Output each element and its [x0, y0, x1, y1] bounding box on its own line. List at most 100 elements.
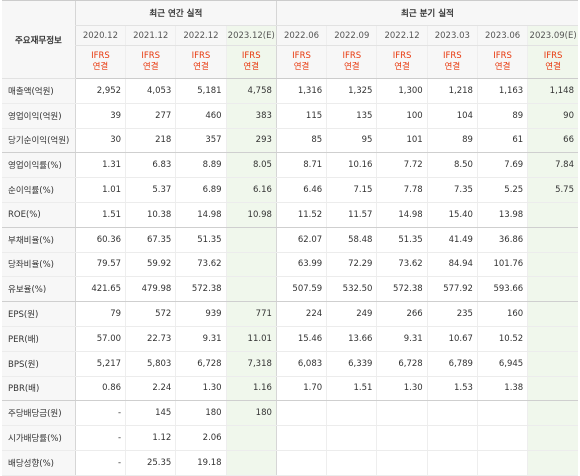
consolidated-label: 연결 — [293, 62, 310, 72]
table-cell: 62.07 — [275, 227, 327, 253]
table-cell — [527, 376, 578, 402]
table-cell: 104 — [426, 103, 478, 129]
consolidated-label: 연결 — [142, 62, 159, 72]
table-cell: 10.98 — [225, 202, 277, 228]
table-cell: 6,728 — [175, 351, 227, 377]
table-cell: 593.66 — [476, 276, 528, 303]
table-cell: 10.38 — [125, 202, 176, 228]
row-label: 시가배당률(%) — [2, 425, 76, 451]
table-cell: 577.92 — [426, 276, 478, 303]
table-cell: 1.53 — [426, 376, 478, 402]
consolidated-label: 연결 — [92, 62, 109, 72]
row-label: 순이익률(%) — [2, 177, 76, 203]
table-cell: 5.37 — [125, 177, 176, 203]
table-cell — [275, 450, 327, 476]
table-cell: 39 — [74, 103, 126, 129]
table-cell: 1,218 — [426, 78, 478, 104]
table-cell: 1,148 — [527, 78, 578, 104]
table-cell: - — [74, 400, 126, 427]
table-cell — [376, 425, 428, 451]
period-header: 2023.09(E) — [527, 25, 578, 46]
table-cell: 7.78 — [376, 177, 428, 203]
table-cell: 1.38 — [476, 376, 528, 402]
table-cell — [527, 252, 578, 278]
table-cell: 1.31 — [74, 152, 126, 179]
ifrs-label: IFRS — [392, 51, 412, 61]
table-cell: 9.31 — [376, 326, 428, 352]
table-cell — [225, 450, 277, 476]
table-row: 매출액(억원) 2,952 4,053 5,181 4,758 1,316 1,325 1,3… — [2, 78, 578, 104]
period-header: 2022.09 — [326, 25, 377, 46]
ifrs-label: IFRS — [342, 51, 362, 61]
table-cell: 19.18 — [175, 450, 227, 476]
table-cell: 7.35 — [426, 177, 478, 203]
table-cell: 15.46 — [275, 326, 327, 352]
table-cell — [225, 425, 277, 451]
row-label: PER(배) — [2, 326, 76, 352]
row-label: ROE(%) — [2, 202, 76, 228]
table-cell: 8.50 — [426, 152, 478, 179]
ifrs-basis-label: IFRS 연결 — [326, 45, 377, 79]
period-header: 2022.12 — [376, 25, 428, 46]
period-header: 2021.12 — [125, 25, 176, 46]
table-cell: 572 — [125, 301, 176, 327]
ifrs-basis-label: IFRS 연결 — [476, 45, 528, 79]
table-cell: 73.62 — [175, 252, 227, 278]
quarterly-results-header: 최근 분기 실적 — [275, 0, 578, 26]
table-cell: 2,952 — [74, 78, 126, 104]
table-row: 당기순이익(억원) 30 218 357 293 85 95 101 89 61 66 — [2, 128, 578, 154]
table-cell: 1,163 — [476, 78, 528, 104]
table-cell: 7.15 — [326, 177, 377, 203]
table-cell: 6.16 — [225, 177, 277, 203]
table-cell — [275, 425, 327, 451]
table-cell — [527, 351, 578, 377]
table-cell: 160 — [476, 301, 528, 327]
table-cell — [326, 425, 377, 451]
table-cell: 100 — [376, 103, 428, 129]
table-row: BPS(원) 5,217 5,803 6,728 7,318 6,083 6,339 6,72… — [2, 351, 578, 377]
row-label: 당좌비율(%) — [2, 252, 76, 278]
table-cell: 63.99 — [275, 252, 327, 278]
annual-results-header: 최근 연간 실적 — [74, 0, 277, 26]
corner-header: 주요재무정보 — [2, 0, 76, 79]
table-row: 부채비율(%) 60.36 67.35 51.35 62.07 58.48 51.35 41.… — [2, 227, 578, 253]
row-label: 부채비율(%) — [2, 227, 76, 253]
consolidated-label: 연결 — [545, 62, 561, 72]
ifrs-label: IFRS — [241, 51, 261, 61]
table-cell: 5.75 — [527, 177, 578, 203]
table-row: ROE(%) 1.51 10.38 14.98 10.98 11.52 11.57 14.98… — [2, 202, 578, 228]
table-row: 주당배당금(원) -145 180 180 — [2, 400, 578, 427]
table-cell: 7,318 — [225, 351, 277, 377]
table-row: 순이익률(%) 1.01 5.37 6.89 6.16 6.46 7.15 7.78 7.35 5… — [2, 177, 578, 203]
table-cell — [527, 276, 578, 303]
row-label: BPS(원) — [2, 351, 76, 377]
table-cell: 7.72 — [376, 152, 428, 179]
table-cell: 1.12 — [125, 425, 176, 451]
table-cell: 293 — [225, 128, 277, 154]
table-cell: 235 — [426, 301, 478, 327]
row-label: 배당성향(%) — [2, 450, 76, 476]
table-cell — [376, 450, 428, 476]
table-row: 배당성향(%) -25.35 19.18 — [2, 450, 578, 476]
table-cell: 5.25 — [476, 177, 528, 203]
table-cell: 6,789 — [426, 351, 478, 377]
table-cell: 11.52 — [275, 202, 327, 228]
table-cell — [476, 400, 528, 427]
table-cell: 4,758 — [225, 78, 277, 104]
period-header: 2023.03 — [426, 25, 478, 46]
table-cell — [476, 425, 528, 451]
table-cell — [225, 252, 277, 278]
consolidated-label: 연결 — [343, 62, 360, 72]
table-cell: 5,217 — [74, 351, 126, 377]
table-cell — [326, 400, 377, 427]
table-cell: 6,728 — [376, 351, 428, 377]
table-cell: 11.01 — [225, 326, 277, 352]
consolidated-label: 연결 — [243, 62, 260, 72]
table-cell: 572.38 — [175, 276, 227, 303]
ifrs-basis-label: IFRS 연결 — [426, 45, 478, 79]
table-cell — [527, 450, 578, 476]
table-cell: 135 — [326, 103, 377, 129]
table-cell: 218 — [125, 128, 176, 154]
table-cell: 73.62 — [376, 252, 428, 278]
table-cell: 1.16 — [225, 376, 277, 402]
